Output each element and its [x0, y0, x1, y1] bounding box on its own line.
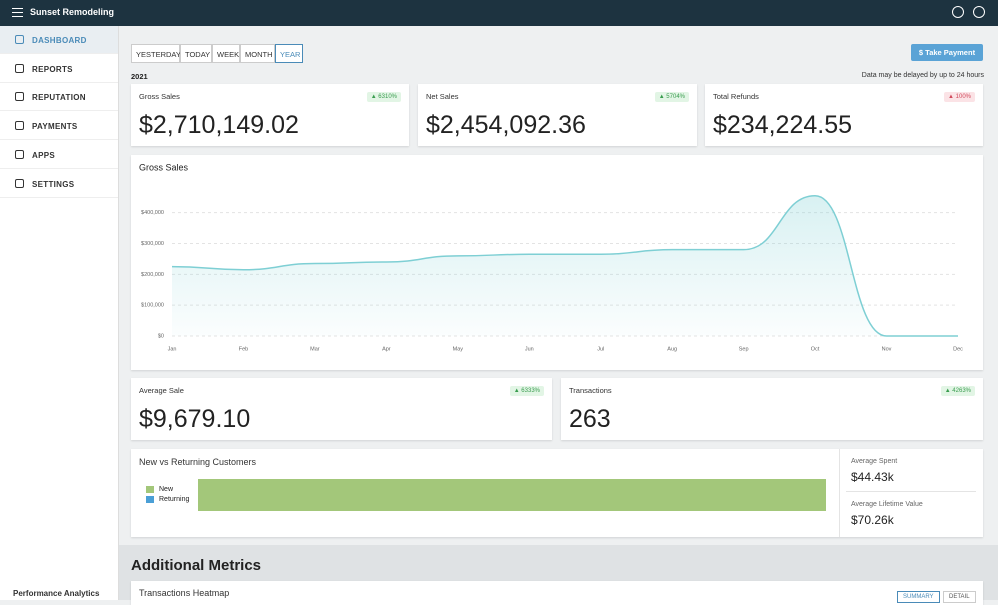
chart-card: Gross Sales $0 $100,000 $200,000 $300,000 $4… — [131, 155, 983, 370]
metric-label: Gross Sales — [139, 92, 180, 101]
nav-icon — [15, 35, 24, 44]
x-tick-label: Jun — [525, 346, 534, 352]
user-icon[interactable] — [973, 6, 985, 18]
nav-icon — [15, 92, 24, 102]
year-label: 2021 — [131, 72, 148, 81]
section-title: Additional Metrics — [131, 557, 262, 574]
chart: Gross Sales $0 $100,000 $200,000 $300,000 $4… — [139, 162, 963, 352]
metric-value: $234,224.55 — [713, 111, 853, 139]
nav-item[interactable]: APPS — [0, 141, 118, 169]
nav-item[interactable]: DASHBOARD — [0, 26, 118, 54]
area — [172, 195, 958, 336]
sidebar: Performance Analytics DASHBOARD REPORTS RE… — [0, 26, 119, 600]
metric-label: Average Sale — [139, 386, 184, 395]
y-tick-label: $400,000 — [141, 210, 164, 216]
metric-badge: ▲ 6333% — [509, 386, 544, 396]
x-tick-label: Oct — [811, 346, 820, 352]
nav-icon — [15, 121, 24, 131]
tab[interactable]: DETAIL — [943, 591, 976, 603]
stat-label: Average Lifetime Value — [851, 501, 923, 508]
nav-icon — [15, 149, 24, 159]
metric-card: Transactions ▲ 4263% 263 — [561, 378, 983, 440]
range-button[interactable]: YEAR — [275, 44, 303, 63]
metric-label: Transactions — [569, 386, 612, 395]
range-button[interactable]: TODAY — [180, 44, 212, 63]
x-tick-label: Dec — [953, 346, 963, 352]
legend-label: Returning — [159, 496, 190, 503]
customers-title: New vs Returning Customers — [139, 457, 257, 467]
range-button[interactable]: MONTH — [240, 44, 275, 63]
stat-value: $44.43k — [851, 470, 894, 484]
x-tick-label: Apr — [382, 346, 391, 352]
take-payment-button[interactable]: $ Take Payment — [911, 44, 983, 61]
legend-swatch — [146, 496, 154, 503]
customers-bar — [198, 479, 826, 511]
business-name[interactable]: Sunset Remodeling — [30, 7, 115, 17]
metric-value: $9,679.10 — [139, 405, 251, 433]
metric-badge: ▲ 4263% — [940, 386, 975, 396]
nav-item[interactable]: PAYMENTS — [0, 112, 118, 141]
range-button[interactable]: WEEK — [212, 44, 240, 63]
nav-item[interactable]: SETTINGS — [0, 170, 118, 198]
sidebar-footer[interactable]: Performance Analytics — [13, 589, 100, 598]
y-tick-label: $100,000 — [141, 303, 164, 309]
y-tick-label: $300,000 — [141, 241, 164, 247]
metric-value: $2,710,149.02 — [139, 111, 299, 139]
delay-note: Data may be delayed by up to 24 hours — [861, 72, 984, 79]
x-tick-label: Nov — [882, 346, 892, 352]
tab[interactable]: SUMMARY — [897, 591, 940, 603]
heatmap-title: Transactions Heatmap — [139, 588, 230, 598]
nav-icon — [15, 178, 24, 188]
metric-card: Net Sales ▲ 5704% $2,454,092.36 — [418, 84, 697, 146]
x-tick-label: Sep — [739, 346, 749, 352]
customers-card: New vs Returning Customers New Returning… — [131, 449, 983, 537]
stat-value: $70.26k — [851, 513, 894, 527]
metric-card: Gross Sales ▲ 6310% $2,710,149.02 — [131, 84, 409, 146]
divider — [846, 491, 976, 492]
metric-value: $2,454,092.36 — [426, 111, 586, 139]
x-tick-label: Jan — [168, 346, 177, 352]
additional-section: Additional Metrics Transactions Heatmap … — [119, 545, 998, 605]
nav-item[interactable]: REPUTATION — [0, 83, 118, 112]
metric-badge: ▲ 100% — [944, 92, 975, 102]
metric-card: Total Refunds ▲ 100% $234,224.55 — [705, 84, 983, 146]
chart-title: Gross Sales — [139, 162, 189, 172]
metric-badge: ▲ 5704% — [654, 92, 689, 102]
y-tick-label: $0 — [158, 333, 164, 339]
metric-card: Average Sale ▲ 6333% $9,679.10 — [131, 378, 552, 440]
legend-label: New — [159, 486, 174, 493]
x-tick-label: Jul — [597, 346, 604, 352]
line — [171, 194, 958, 337]
legend-swatch — [146, 486, 154, 493]
divider — [839, 449, 840, 537]
x-tick-label: Feb — [239, 346, 248, 352]
metric-value: 263 — [569, 405, 611, 433]
x-tick-label: May — [453, 346, 464, 352]
metric-label: Total Refunds — [713, 92, 759, 101]
x-tick-label: Aug — [667, 346, 677, 352]
top-bar: Sunset Remodeling — [0, 0, 998, 26]
stat-label: Average Spent — [851, 458, 898, 465]
nav-icon — [15, 63, 24, 73]
x-tick-label: Mar — [310, 346, 320, 352]
menu-icon[interactable] — [12, 8, 23, 17]
metric-label: Net Sales — [426, 92, 459, 101]
add-icon[interactable] — [952, 6, 964, 18]
metric-badge: ▲ 6310% — [366, 92, 401, 102]
y-tick-label: $200,000 — [141, 272, 164, 278]
nav-item[interactable]: REPORTS — [0, 55, 118, 83]
heatmap-card: Transactions Heatmap SUMMARY DETAIL — [131, 581, 983, 605]
range-button[interactable]: YESTERDAY — [131, 44, 181, 63]
